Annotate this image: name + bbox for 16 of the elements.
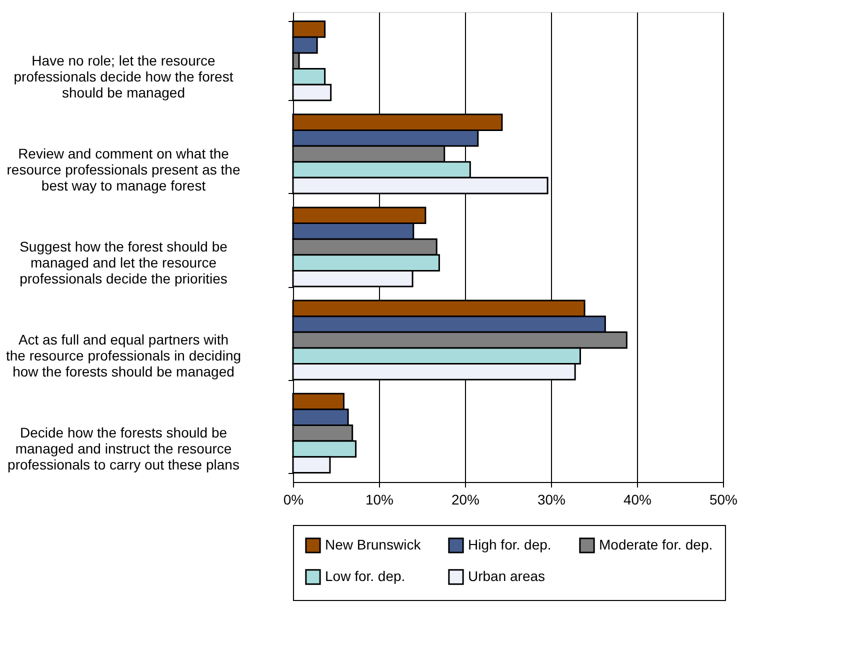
legend-label: Urban areas xyxy=(468,568,546,584)
legend-label: Low for. dep. xyxy=(325,568,406,584)
x-tick-label: 0% xyxy=(283,492,304,508)
legend-label: Moderate for. dep. xyxy=(599,536,713,552)
y-tick-label: Act as full and equal partners with the resource professionals in deciding how the forests should be managed xyxy=(6,332,242,380)
x-tick-label: 40% xyxy=(623,492,652,508)
x-tick-label: 50% xyxy=(709,492,738,508)
y-tick-label: Decide how the forests should be managed and instruct the resource professionals to carry out these plans xyxy=(8,424,240,473)
y-tick-label: Review and comment on what the resource professionals present as the best way to manage forest xyxy=(6,145,240,194)
legend-label: High for. dep. xyxy=(468,536,552,552)
x-tick-label: 30% xyxy=(537,492,566,508)
y-tick-label: Have no role; let the resource professionals decide how the forest should be managed xyxy=(14,52,234,100)
x-tick-label: 10% xyxy=(365,492,394,508)
y-tick-label: Suggest how the forest should be managed and let the resource professionals decide the priorities xyxy=(20,238,228,286)
x-tick-label: 20% xyxy=(451,492,480,508)
legend-label: New Brunswick xyxy=(325,536,422,552)
